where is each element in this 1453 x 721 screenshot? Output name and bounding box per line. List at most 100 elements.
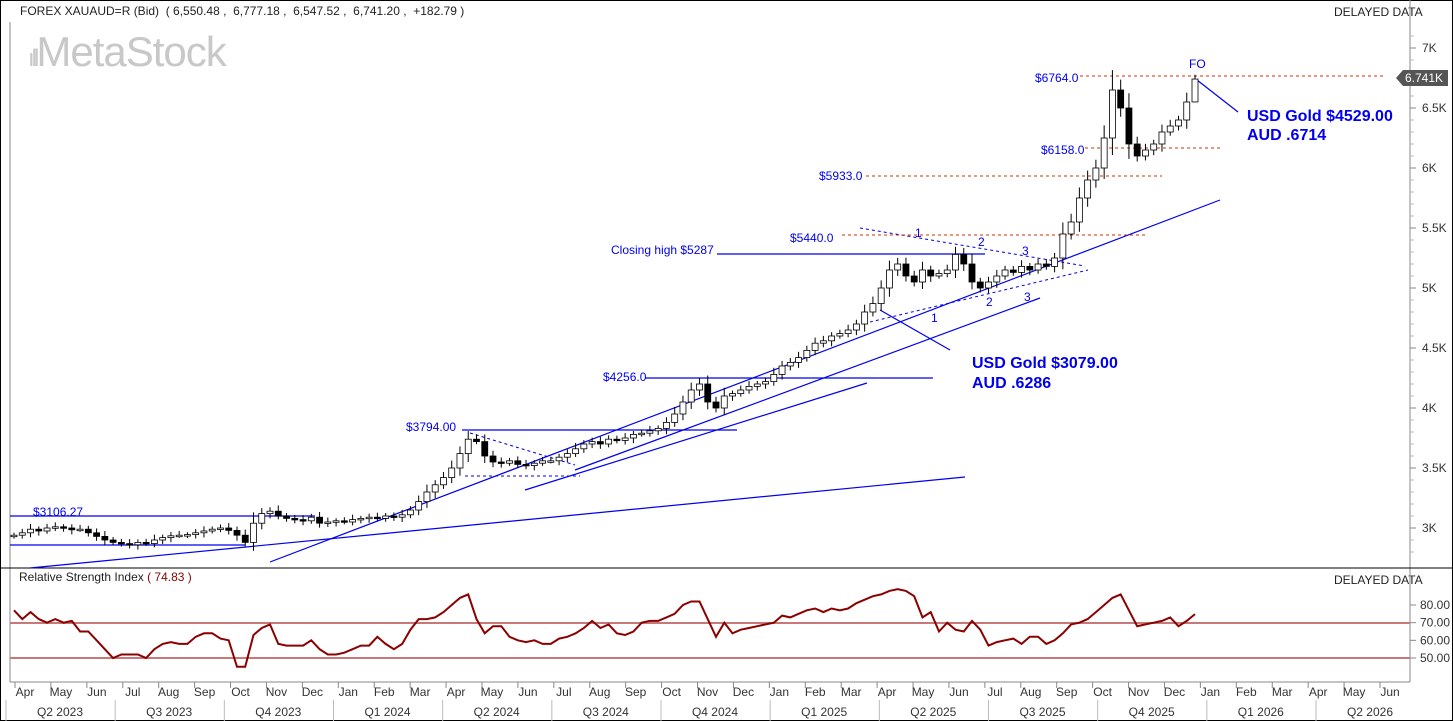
quarter-label: Q2 2023 [37,705,83,719]
candle [423,484,431,508]
candle [704,375,712,410]
candle-body [778,365,786,375]
quarter-label: Q1 2026 [1238,705,1284,719]
candle-body [349,519,357,523]
candle-body [630,433,637,439]
candle-body [877,287,885,305]
candle [1067,213,1075,240]
candle-body [828,335,836,342]
candle [208,526,216,534]
candle [861,304,869,332]
candle [621,433,629,445]
candle [1142,143,1149,161]
label-4256: $4256.0 [603,370,647,384]
triangle-upper [859,227,1086,267]
candle-body [382,515,390,519]
candle-body [654,427,662,432]
candle-body [497,461,505,464]
candle-body [316,516,323,524]
wave-label: 3 [1024,290,1031,304]
candle [894,257,902,276]
candle-body [1042,263,1050,267]
candle [910,270,918,287]
candle [456,446,464,476]
candle-body [101,536,109,541]
candle-body [1009,269,1017,273]
month-label: Feb [374,685,395,699]
candle [1158,124,1166,152]
chart-title: FOREX XAUAUD=R (Bid) ( 6,550.48 , 6,777.… [20,4,464,18]
candle [274,505,282,520]
candle [349,514,357,526]
month-label: Aug [1020,685,1041,699]
candle [448,460,456,484]
month-label: Jan [339,685,358,699]
candle [572,443,579,457]
candle-body [43,527,51,532]
candle-body [1051,257,1059,267]
candle [1026,262,1034,276]
candle-body [745,385,753,391]
month-label: Sep [1056,685,1078,699]
candle [43,523,51,534]
candle [365,513,373,523]
month-label: Dec [302,685,323,699]
candle [795,351,802,368]
candle [398,509,406,522]
candle-body [283,515,290,519]
candle-body [258,513,266,524]
candle [1009,266,1017,276]
candle-body [407,509,414,516]
candle [101,531,109,546]
candle-body [1084,179,1092,199]
rsi-panel [10,588,1410,668]
candle-body [910,275,918,283]
candle [10,532,18,539]
candle-body [398,514,406,518]
trendline-long [29,476,966,569]
candle [18,528,26,539]
month-label: Nov [697,685,718,699]
candle-body [943,269,951,274]
candle-body [547,460,555,463]
y-tick-label: 6K [1422,161,1437,175]
trendline-upper [574,297,1041,471]
candle-body [927,269,935,277]
candle [1117,79,1125,117]
candle [1125,93,1133,159]
candle [415,495,423,516]
candle [803,345,811,362]
y-tick-label: 3K [1422,521,1437,535]
candle [539,456,546,466]
candle [588,437,596,449]
month-label: Nov [266,685,287,699]
y-tick-label: 5.5K [1422,221,1447,235]
candle [324,517,332,527]
candle-body [324,521,332,524]
quarter-label: Q2 2026 [1347,705,1393,719]
candle [117,538,125,547]
candle-body [539,460,546,464]
candle-body [1166,125,1174,133]
candle-body [712,401,720,409]
candle-body [415,501,423,511]
month-label: Mar [841,685,862,699]
candle-body [696,383,703,391]
candle-body [976,281,984,289]
candle-body [704,383,712,403]
candle-body [985,281,992,289]
candle [1092,159,1100,188]
candle [134,539,142,550]
candlesticks [10,70,1199,551]
candle [142,538,150,546]
candle [481,434,489,463]
month-label: Oct [231,685,250,699]
candle [646,425,654,437]
candle [927,265,935,282]
label-gold-mid: USD Gold $3079.00 [972,355,1118,372]
month-label: Apr [1309,685,1328,699]
candle [993,269,1001,288]
candle [440,471,447,489]
symbol-label: FOREX XAUAUD=R (Bid) [20,4,160,18]
